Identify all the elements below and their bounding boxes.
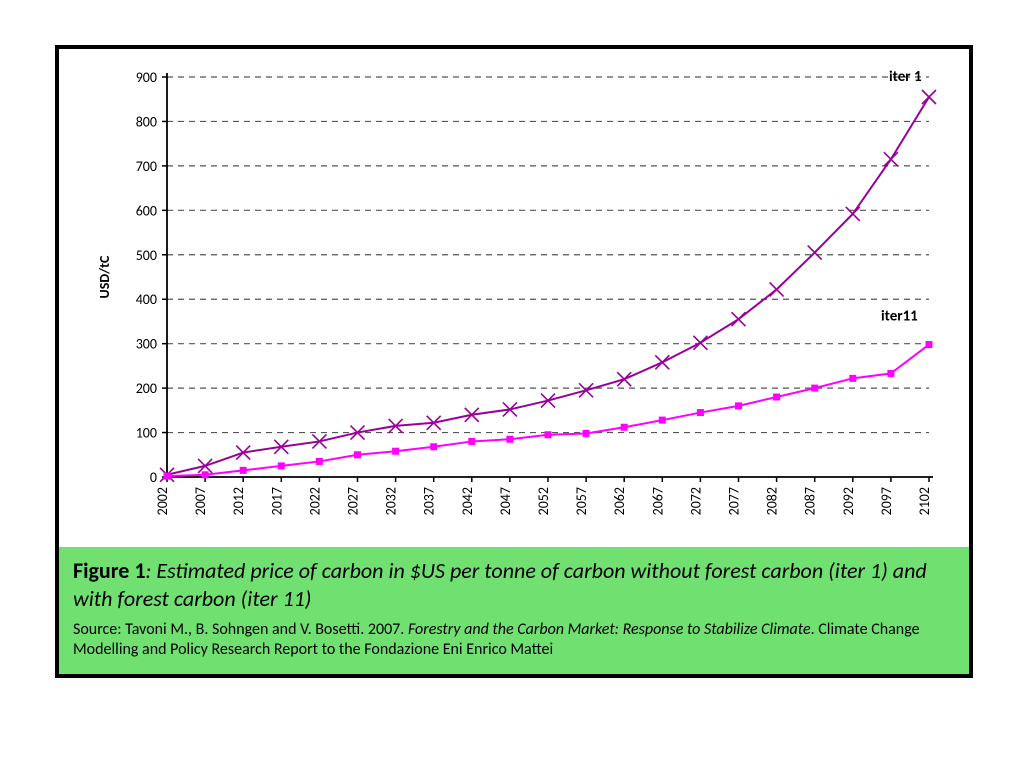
x-tick-label: 2022 (306, 487, 323, 515)
x-tick-label: 2097 (878, 487, 895, 515)
x-tick-label: 2037 (421, 487, 438, 515)
x-tick-label: 2017 (268, 487, 285, 515)
x-tick-label: 2067 (649, 487, 666, 515)
x-tick-label: 2007 (192, 487, 209, 515)
x-tick-label: 2042 (459, 487, 476, 515)
x-tick-label: 2047 (497, 487, 514, 515)
x-tick-label: 2002 (154, 487, 171, 515)
figure-source: Source: Tavoni M., B. Sohngen and V. Bos… (73, 620, 955, 660)
source-italic: Forestry and the Carbon Market: Response… (408, 620, 811, 639)
y-tick-label: 800 (136, 113, 157, 130)
y-axis-label: USD/tC (96, 255, 113, 298)
x-tick-label: 2057 (573, 487, 590, 515)
chart-wrap: 0 100 200 300 400 500 600 700 800 900 2002 2007 2012… (59, 49, 969, 547)
y-tick-label: 500 (136, 247, 157, 264)
x-tick-label: 2052 (535, 487, 552, 515)
x-tick-label: 2102 (916, 487, 933, 515)
series-label-iter1: iter 1 (889, 68, 922, 86)
source-prefix: Source: Tavoni M., B. Sohngen and V. Bos… (73, 620, 408, 639)
y-tick-label: 0 (150, 469, 157, 486)
x-tick-label: 2087 (802, 487, 819, 515)
figure-caption: Figure 1: Estimated price of carbon in $… (73, 557, 955, 612)
x-tick-label: 2032 (383, 487, 400, 515)
figure-caption-text: : Estimated price of carbon in $US per t… (73, 557, 927, 612)
y-tick-label: 100 (136, 425, 157, 442)
y-tick-label: 700 (136, 158, 157, 175)
y-tick-label: 200 (136, 380, 157, 397)
x-tick-label: 2012 (230, 487, 247, 515)
x-tick-label: 2082 (764, 487, 781, 515)
figure-label: Figure 1 (73, 557, 146, 584)
x-tick-label: 2062 (611, 487, 628, 515)
y-tick-label: 300 (136, 336, 157, 353)
y-tick-label: 900 (136, 69, 157, 86)
figure-panel: 0 100 200 300 400 500 600 700 800 900 2002 2007 2012… (55, 45, 973, 678)
caption-box: Figure 1: Estimated price of carbon in $… (59, 547, 969, 674)
y-tick-label: 400 (136, 291, 157, 308)
series-label-iter11: iter11 (881, 308, 918, 326)
carbon-price-chart: 0 100 200 300 400 500 600 700 800 900 2002 2007 2012… (69, 57, 949, 547)
x-tick-label: 2092 (840, 487, 857, 515)
x-tick-label: 2072 (687, 487, 704, 515)
y-tick-label: 600 (136, 202, 157, 219)
x-tick-label: 2077 (726, 487, 743, 515)
x-tick-label: 2027 (345, 487, 362, 515)
